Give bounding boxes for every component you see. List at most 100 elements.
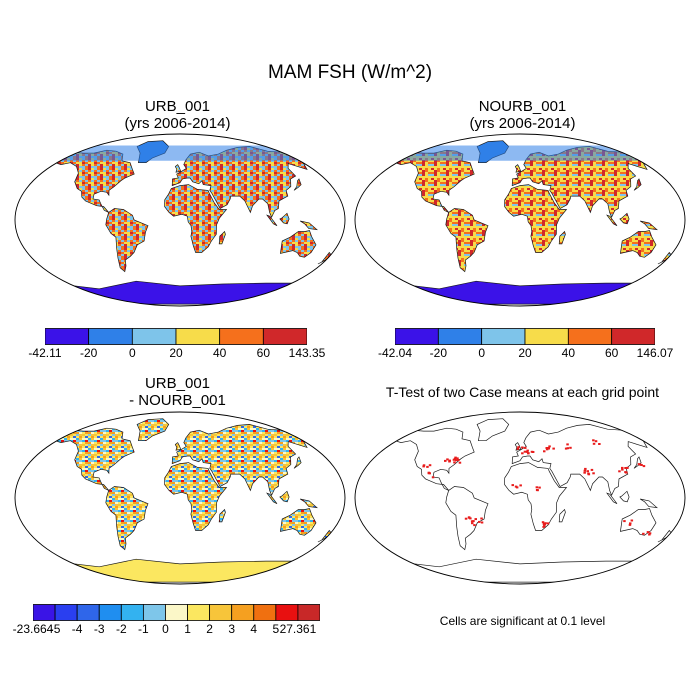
land-australia	[619, 508, 657, 536]
arctic-cool-band	[386, 145, 654, 161]
colorbar-diff-tick-label: -3	[93, 622, 105, 636]
land-new-guinea	[639, 498, 658, 509]
significant-cell	[474, 518, 477, 521]
panel-nourb-title-line1: NOURB_001	[478, 98, 567, 115]
colorbar-diff-swatch	[142, 604, 166, 621]
land-sumatra	[266, 492, 278, 505]
significant-cell	[526, 449, 529, 452]
colorbar-diff-swatch	[120, 604, 144, 621]
colorbar-nourb	[395, 328, 655, 345]
land-australia	[279, 508, 317, 536]
significant-cell	[523, 450, 527, 453]
land-greenland	[136, 418, 170, 442]
significant-cell	[525, 450, 529, 453]
significant-cell	[618, 470, 621, 473]
colorbar-diff-tick-label: 5	[272, 622, 280, 636]
colorbar-diff-swatch	[165, 604, 188, 621]
significant-cell	[623, 520, 626, 523]
significant-cell	[454, 456, 457, 459]
colorbar-nourb-tick-label: 60	[604, 346, 619, 360]
map-frame-outline	[14, 411, 346, 585]
significant-cell	[471, 522, 474, 525]
colorbar-diff-tick-label: 4	[250, 622, 258, 636]
land-uk	[514, 164, 522, 173]
significant-cell	[478, 520, 481, 523]
significant-cell	[583, 471, 586, 474]
significant-cell	[458, 461, 462, 464]
significant-cell	[628, 523, 632, 526]
significant-cell	[514, 485, 518, 488]
significant-cell	[545, 447, 548, 449]
land-japan	[633, 178, 642, 191]
significant-cell	[587, 473, 591, 476]
land-eurasia	[511, 424, 655, 496]
panel-urb-title: URB_001 (yrs 2006-2014)	[20, 98, 335, 132]
land-new-guinea	[299, 498, 318, 509]
significant-cell	[548, 445, 551, 448]
land-greenland	[476, 418, 510, 442]
colorbar-diff-tick-label: 3	[228, 622, 236, 636]
land-antarctica	[390, 558, 651, 583]
significant-cell	[422, 465, 425, 468]
colorbar-urb-tick-label: 40	[212, 346, 227, 360]
significant-cell	[547, 447, 550, 450]
land-borneo	[619, 490, 630, 503]
significant-cell	[566, 447, 569, 450]
panel-urb-title-line1: URB_001	[144, 98, 211, 115]
significant-cell	[527, 452, 530, 455]
colorbar-diff-swatch	[209, 604, 233, 621]
significant-cell	[480, 517, 483, 520]
colorbar-diff-tick-label: 27.361	[279, 622, 317, 636]
colorbar-nourb-tick-label: 146.07	[636, 346, 674, 360]
significant-cell	[598, 443, 601, 445]
land-eurasia	[171, 424, 315, 496]
colorbar-urb-tick-label: 0	[128, 346, 136, 360]
significant-cell	[625, 471, 628, 474]
land-africa	[164, 184, 228, 253]
colorbar-nourb-tick-label: 0	[478, 346, 485, 360]
colorbar-diff-tick-label: -1	[138, 622, 149, 636]
significant-cell	[426, 465, 429, 468]
significant-cell	[584, 467, 587, 470]
colorbar-nourb-swatch	[481, 328, 526, 345]
significant-cell	[544, 522, 547, 525]
land-antarctica	[50, 280, 311, 305]
land-south-america	[105, 208, 149, 273]
colorbar-urb-swatch	[219, 328, 264, 345]
colorbar-diff-labels: -23.664 -5 -4 -3 -2 -1 0 1 2 3 4 5 27.361	[13, 622, 320, 638]
significant-cell	[431, 476, 435, 479]
significant-cell	[592, 439, 595, 442]
significant-cell	[530, 450, 534, 453]
land-africa	[504, 462, 568, 531]
land-borneo	[279, 212, 290, 225]
map-diff	[14, 411, 346, 585]
colorbar-nourb-swatch	[524, 328, 569, 345]
colorbar-urb-tick-label: 20	[169, 346, 183, 360]
land-uk	[174, 164, 182, 173]
map-frame-outline	[354, 411, 686, 585]
significant-cell	[469, 517, 472, 520]
colorbar-urb-swatch	[262, 328, 307, 345]
significant-cell	[446, 458, 449, 461]
significant-cell	[480, 521, 484, 524]
land-africa	[164, 462, 228, 531]
land-japan	[293, 178, 302, 191]
colorbar-diff-swatch	[253, 604, 277, 621]
colorbar-urb-swatch	[45, 328, 90, 345]
colorbar-diff-tick-label: 0	[162, 622, 169, 636]
significant-cell	[521, 452, 524, 455]
colorbar-urb-tick-label: 143.35	[288, 346, 326, 360]
significant-cell	[467, 516, 471, 519]
colorbar-diff-swatch	[231, 604, 255, 621]
significant-cell	[630, 519, 634, 522]
significant-cell	[473, 524, 476, 527]
arctic-cool-band	[46, 145, 314, 161]
significant-cell	[457, 459, 460, 461]
land-madagascar	[558, 508, 566, 523]
panel-urb-title-line2: (yrs 2006-2014)	[124, 115, 231, 132]
panel-ttest-title: T-Test of two Case means at each grid po…	[385, 384, 660, 400]
land-madagascar	[218, 508, 226, 523]
colorbar-urb	[45, 328, 307, 345]
colorbar-diff-swatch	[297, 604, 320, 621]
significant-cell	[621, 468, 624, 471]
